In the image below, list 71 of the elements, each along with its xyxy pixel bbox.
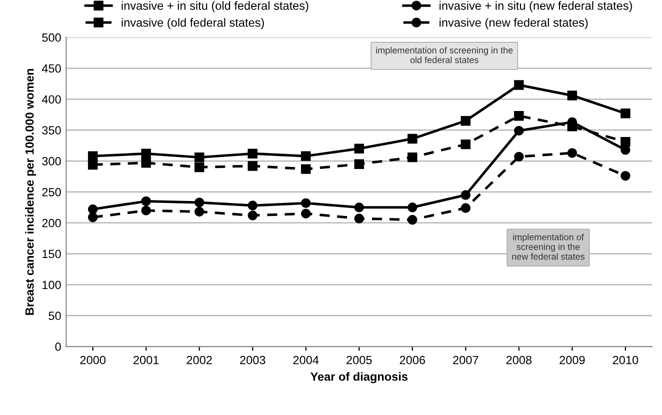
point [408,214,418,225]
point [141,196,151,206]
point [460,139,471,150]
point [194,206,204,217]
point [301,208,311,218]
point [354,159,364,169]
point [514,111,524,121]
point [620,136,630,147]
point [354,202,364,212]
annotation: implementation of screening in the old federal states [376,46,513,64]
point [514,126,524,136]
point [408,152,418,162]
y-tick-label: 150 [42,250,61,258]
y-tick-label: 500 [42,33,61,42]
point [620,171,630,181]
legend-label: invasive (old federal states) [122,18,264,30]
x-tick-label: 2001 [134,356,159,364]
point [567,90,578,100]
point [88,212,98,222]
point [248,210,258,220]
point [194,152,204,162]
legend-label: invasive + in situ (new federal states) [440,1,632,12]
y-tick-label: 350 [42,126,61,134]
point [408,202,418,212]
x-tick-label: 2003 [240,356,266,364]
point [514,152,524,162]
point [460,116,471,126]
point [88,151,98,161]
x-tick-label: 2004 [293,356,319,364]
point [141,206,151,216]
point [301,164,311,174]
x-tick-label: 2007 [453,356,478,364]
y-tick-label: 300 [42,157,61,166]
point [301,198,311,208]
x-tick-label: 2009 [560,356,585,364]
y-tick-label: 400 [42,95,61,104]
y-tick-label: 200 [42,218,61,228]
x-tick-label: 2008 [506,356,532,364]
point [141,148,151,158]
x-tick-label: 2002 [186,356,212,364]
y-tick-label: 0 [55,342,61,351]
point [301,151,311,161]
y-tick-label: 50 [48,312,61,320]
legend-label: invasive (new federal states) [440,18,588,30]
point [460,190,471,200]
point [248,161,258,171]
point [354,144,364,154]
point [354,214,364,224]
x-tick-label: 2010 [612,356,638,364]
y-tick-label: 250 [42,188,61,196]
point [248,148,258,158]
point [620,108,630,118]
point [88,204,98,214]
y-tick-label: 450 [42,64,61,73]
x-tick-label: 2005 [346,356,372,364]
x-tick-label: 2000 [80,356,106,364]
point [408,134,418,144]
legend-label: invasive + in situ (old federal states) [122,1,308,12]
point [514,80,524,90]
point [194,198,204,208]
x-axis-title: Year of diagnosis [310,372,408,384]
annotation: implementation of screening in the new federal states [512,234,585,260]
point [141,158,151,168]
y-tick-label: 100 [42,280,61,290]
point [460,203,471,213]
x-tick-label: 2006 [400,356,426,364]
y-axis-title: Breast cancer incidence per 100.000 women [25,68,36,315]
point [620,145,630,155]
point [248,200,258,210]
point [194,162,204,172]
point [567,148,578,158]
